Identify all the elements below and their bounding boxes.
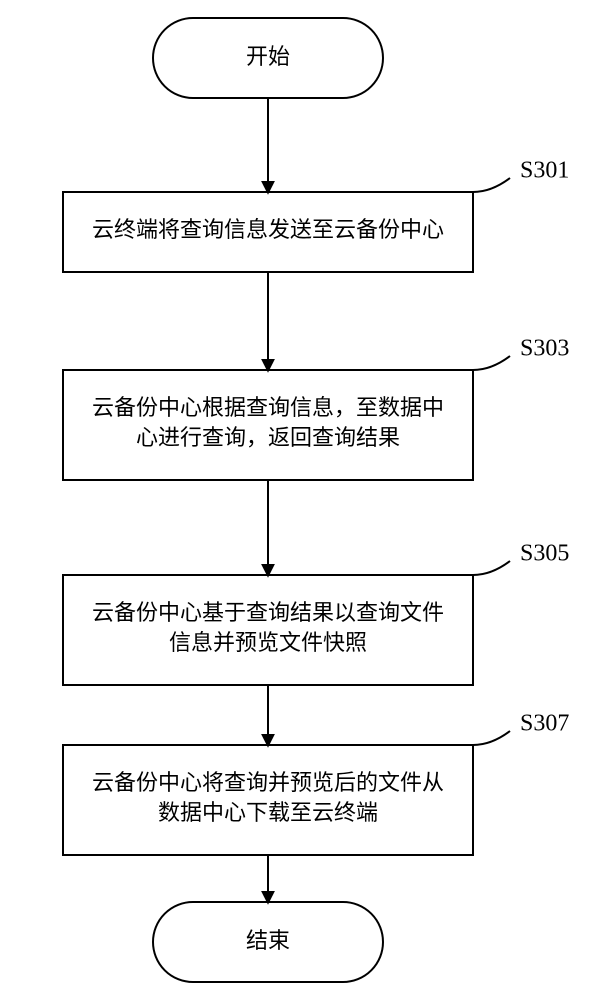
process-S303-line0: 云备份中心根据查询信息，至数据中 [92, 395, 444, 420]
start-terminator-label: 开始 [246, 44, 290, 69]
end-terminator-label: 结束 [246, 928, 290, 953]
guide-S307 [473, 731, 510, 745]
end-terminator: 结束 [153, 902, 383, 982]
start-terminator: 开始 [153, 18, 383, 98]
guide-S303 [473, 356, 510, 370]
guide-S305 [473, 561, 510, 575]
step-label-S307: S307 [520, 711, 569, 737]
process-S307-line0: 云备份中心将查询并预览后的文件从 [92, 770, 444, 795]
guide-S301 [473, 178, 510, 192]
process-S301: 云终端将查询信息发送至云备份中心 S301 [63, 158, 569, 273]
process-S303: 云备份中心根据查询信息，至数据中心进行查询，返回查询结果 S303 [63, 336, 569, 481]
process-S305-line1: 信息并预览文件快照 [169, 630, 367, 655]
step-label-S305: S305 [520, 541, 569, 567]
process-S305: 云备份中心基于查询结果以查询文件信息并预览文件快照 S305 [63, 541, 569, 686]
process-S307: 云备份中心将查询并预览后的文件从数据中心下载至云终端 S307 [63, 711, 569, 856]
process-S307-line1: 数据中心下载至云终端 [158, 800, 378, 825]
process-S305-line0: 云备份中心基于查询结果以查询文件 [92, 600, 444, 625]
process-S303-line1: 心进行查询，返回查询结果 [136, 425, 400, 450]
process-S301-line0: 云终端将查询信息发送至云备份中心 [92, 217, 444, 242]
step-label-S301: S301 [520, 158, 569, 184]
step-label-S303: S303 [520, 336, 569, 362]
